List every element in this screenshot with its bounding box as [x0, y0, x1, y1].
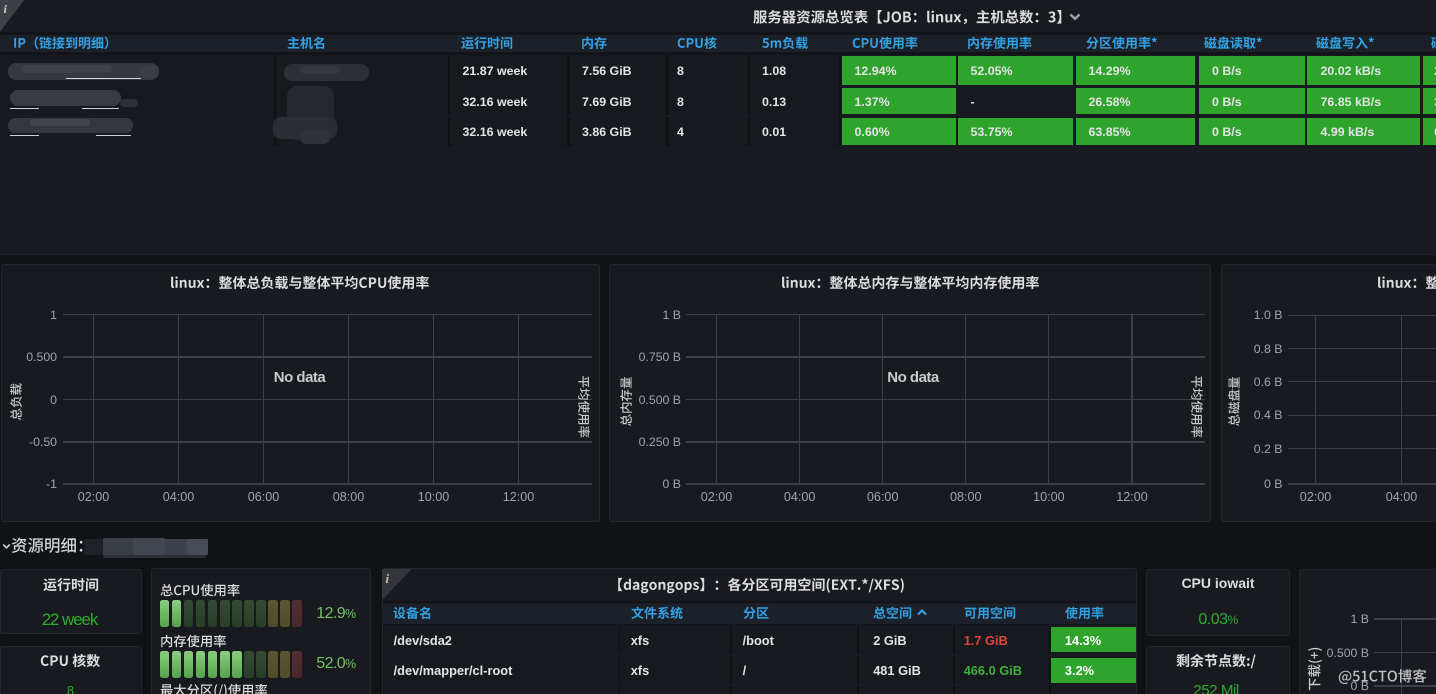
svg-text:i: i — [4, 2, 8, 16]
svg-text:i: i — [386, 572, 390, 586]
